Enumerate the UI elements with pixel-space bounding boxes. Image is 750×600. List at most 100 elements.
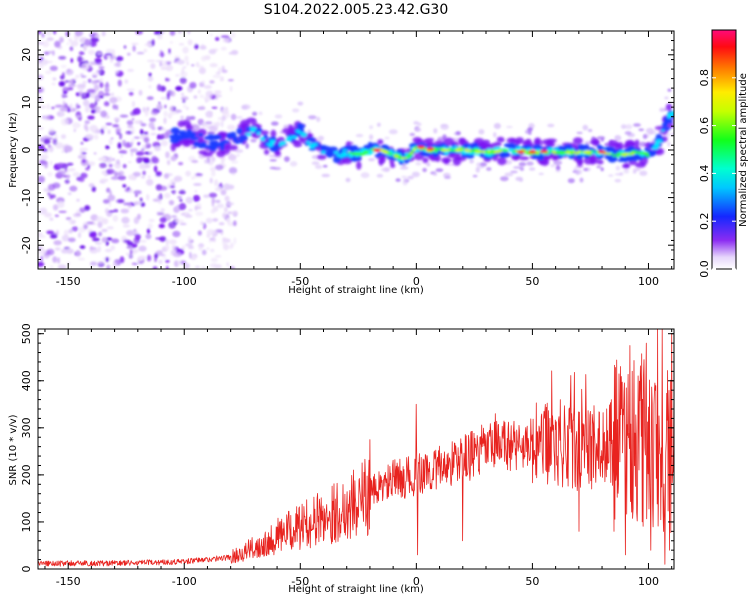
ridge-blob	[631, 152, 635, 156]
halo-blob	[236, 116, 243, 119]
ridge-blob	[591, 138, 600, 147]
noise-blob	[205, 217, 213, 224]
ridge-blob	[482, 150, 485, 153]
ridge-blob	[395, 155, 399, 158]
ridge-blob	[634, 139, 640, 148]
ridge-blob	[552, 157, 559, 161]
ridge-hotspot	[426, 147, 435, 151]
noise-blob	[215, 37, 220, 41]
noise-blob	[204, 95, 212, 102]
ridge-blob	[189, 132, 197, 136]
noise-blob	[231, 50, 239, 55]
noise-blob	[76, 115, 81, 118]
noise-blob	[172, 230, 181, 238]
noise-blob	[140, 202, 146, 207]
noise-blob	[54, 247, 61, 251]
ridge-blob	[665, 103, 673, 111]
halo-blob	[395, 178, 401, 182]
noise-blob	[139, 197, 143, 202]
noise-blob	[146, 254, 152, 262]
noise-blob	[193, 183, 202, 186]
noise-blob	[85, 92, 91, 98]
noise-blob	[211, 171, 216, 177]
ridge-blob	[655, 133, 663, 140]
noise-blob	[95, 129, 101, 134]
noise-blob	[38, 235, 46, 238]
spectrogram-y-tick-label: -10	[20, 189, 33, 207]
noise-blob	[215, 71, 221, 75]
noise-blob	[169, 185, 176, 189]
noise-blob	[110, 245, 116, 251]
ridge-blob	[475, 150, 479, 154]
ridge-blob	[535, 151, 540, 154]
ridge-blob	[346, 154, 354, 157]
noise-blob	[101, 125, 108, 130]
noise-blob	[139, 239, 147, 243]
spectrogram-y-tick-label: 20	[20, 48, 33, 62]
noise-blob	[118, 150, 128, 154]
halo-blob	[316, 116, 321, 123]
noise-blob	[40, 154, 49, 160]
noise-blob	[63, 90, 68, 95]
noise-blob	[77, 84, 86, 89]
halo-blob	[513, 166, 522, 169]
ridge-blob	[499, 150, 503, 153]
spectrogram-x-tick-label: 50	[525, 275, 539, 288]
noise-blob	[205, 90, 214, 98]
noise-blob	[175, 86, 183, 91]
noise-blob	[220, 156, 226, 162]
ridge-blob	[285, 138, 292, 141]
noise-blob	[141, 148, 145, 151]
halo-blob	[642, 134, 648, 140]
ridge-blob	[565, 151, 570, 154]
noise-blob	[194, 44, 199, 50]
halo-blob	[368, 158, 375, 162]
noise-blob	[48, 144, 51, 149]
halo-blob	[409, 132, 416, 137]
noise-blob	[183, 104, 187, 109]
ridge-blob	[407, 153, 413, 156]
noise-blob	[119, 256, 125, 264]
noise-blob	[227, 124, 236, 131]
noise-blob	[68, 83, 76, 88]
noise-blob	[131, 262, 138, 265]
noise-blob	[99, 82, 104, 88]
noise-blob	[45, 31, 52, 36]
halo-blob	[632, 170, 637, 174]
noise-blob	[162, 127, 166, 132]
halo-blob	[345, 177, 351, 183]
noise-blob	[172, 252, 182, 258]
ridge-blob	[496, 136, 505, 142]
halo-blob	[493, 123, 501, 129]
noise-blob	[109, 56, 114, 63]
halo-blob	[478, 129, 485, 135]
colorbar-tick-label: 0.6	[698, 117, 711, 135]
noise-blob	[157, 34, 163, 40]
noise-blob	[110, 137, 114, 140]
noise-blob	[69, 46, 74, 52]
ridge-hotspot	[528, 150, 537, 154]
noise-blob	[94, 100, 98, 107]
halo-blob	[475, 166, 480, 173]
noise-blob	[191, 176, 194, 180]
halo-blob	[519, 177, 524, 182]
noise-blob	[44, 51, 50, 55]
ridge-blob	[269, 146, 279, 152]
noise-blob	[38, 175, 45, 183]
noise-blob	[206, 247, 210, 250]
noise-blob	[80, 75, 87, 78]
noise-blob	[210, 166, 216, 172]
noise-blob	[145, 233, 152, 240]
noise-blob	[148, 151, 153, 154]
noise-blob	[90, 261, 97, 266]
ridge-blob	[389, 152, 393, 156]
noise-blob	[65, 31, 70, 37]
ridge-blob	[490, 149, 494, 152]
noise-blob	[96, 261, 104, 265]
ridge-blob	[193, 141, 201, 147]
ridge-blob	[621, 153, 627, 156]
noise-blob	[199, 45, 207, 50]
ridge-blob	[515, 137, 524, 144]
ridge-blob	[398, 157, 402, 160]
noise-blob	[147, 223, 153, 229]
